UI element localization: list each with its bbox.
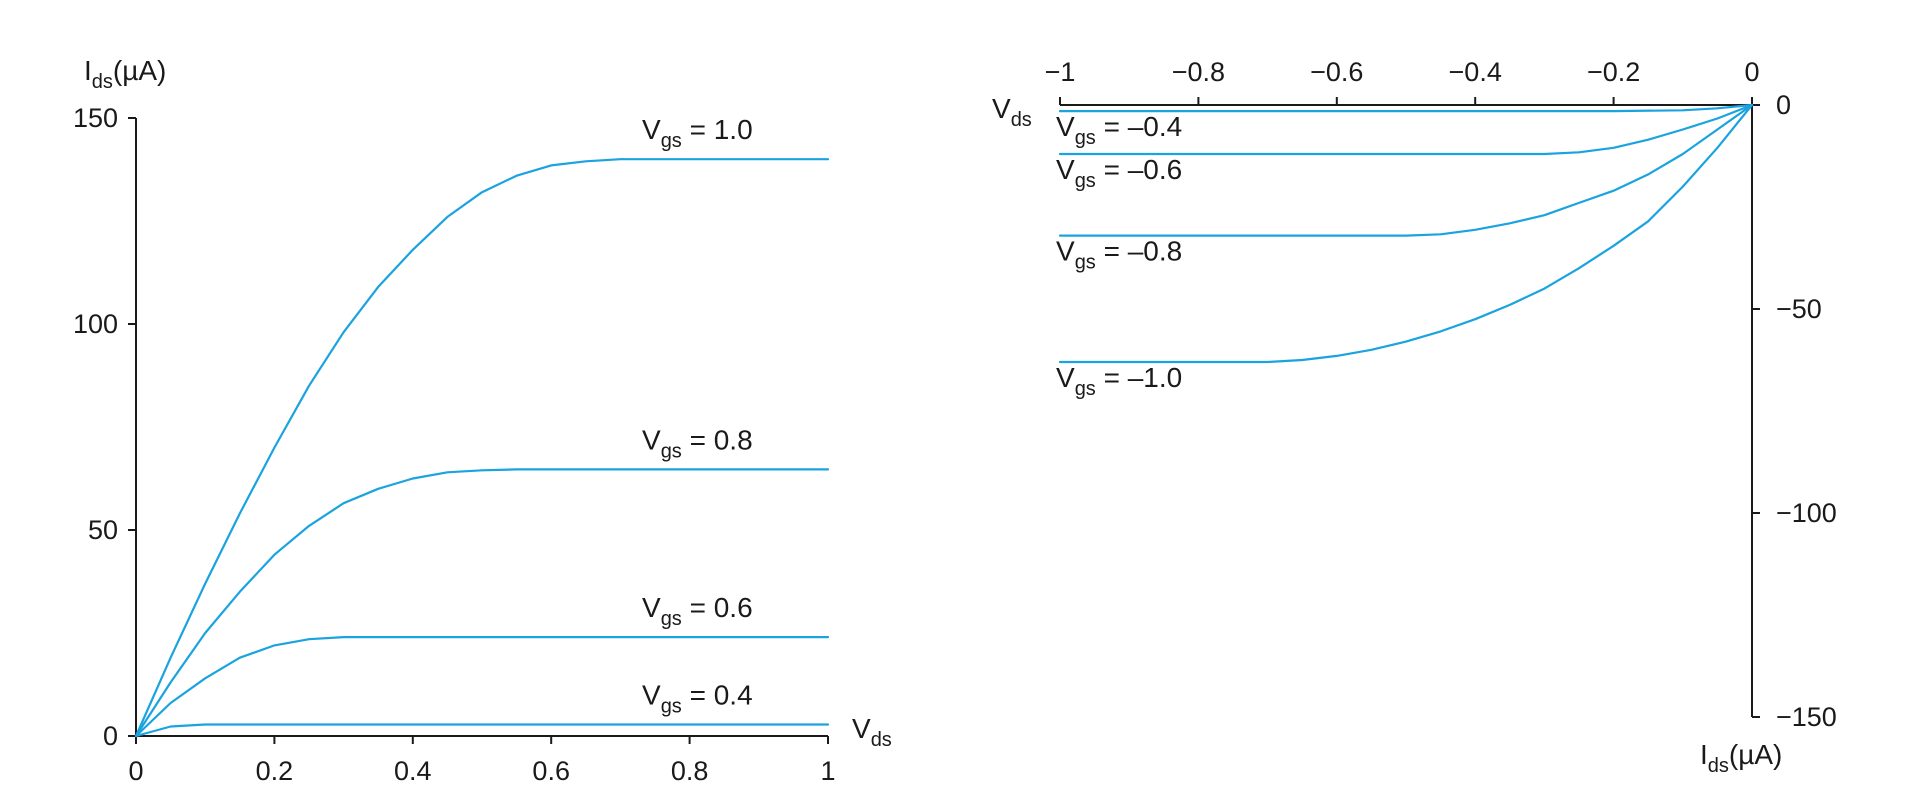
series-label-sub: gs <box>1075 378 1096 400</box>
y-axis-title-main: I <box>1700 739 1708 770</box>
series-label-main: V <box>642 592 661 623</box>
x-tick-label: 0.6 <box>532 756 570 786</box>
series-label-main: V <box>1056 236 1075 267</box>
series-label-sub: gs <box>661 695 682 717</box>
y-axis-title: Ids(µA) <box>1700 739 1782 777</box>
x-tick-label: −0.4 <box>1449 57 1502 87</box>
series-label: Vgs = –0.6 <box>1056 154 1182 192</box>
series-label-rest: = 0.8 <box>682 424 753 455</box>
series-label-sub: gs <box>661 608 682 630</box>
series-label: Vgs = –0.8 <box>1056 236 1182 274</box>
x-tick-label: 0 <box>128 756 143 786</box>
pmos-iv-plot: −1 −0.8 −0.6 −0.4 −0.2 00−50−100−150VdsIds(µA… <box>992 57 1837 777</box>
x-tick-label: −0.8 <box>1172 57 1225 87</box>
x-axis-title-main: V <box>852 713 871 744</box>
series-label: Vgs = 0.6 <box>642 592 753 630</box>
series-line <box>1058 103 1754 156</box>
series-line <box>134 723 830 738</box>
series-label-sub: gs <box>661 130 682 152</box>
series-label-rest: = 0.4 <box>682 679 753 710</box>
series-label: Vgs = 1.0 <box>642 114 753 152</box>
series-label-rest: = –1.0 <box>1096 362 1182 393</box>
series-label-sub: gs <box>1075 127 1096 149</box>
x-axis-title: Vds <box>852 713 892 751</box>
series-line <box>1058 103 1754 113</box>
x-tick-label: 0.2 <box>256 756 294 786</box>
series-label-main: V <box>1056 111 1075 142</box>
series-label-rest: = 0.6 <box>682 592 753 623</box>
series-label-main: V <box>642 679 661 710</box>
y-axis-title-sub: ds <box>92 71 113 93</box>
x-tick-label: −0.2 <box>1587 57 1640 87</box>
series-line <box>134 468 830 738</box>
series-label: Vgs = –1.0 <box>1056 362 1182 400</box>
y-axis-title-main: I <box>84 55 92 86</box>
y-tick-label: 0 <box>103 721 118 751</box>
y-tick-label: 0 <box>1776 90 1791 120</box>
y-axis-title-rest: (µA) <box>113 55 166 86</box>
series-label-rest: = –0.6 <box>1096 154 1182 185</box>
series-label-main: V <box>642 114 661 145</box>
series-line <box>134 158 830 738</box>
series-label-main: V <box>642 424 661 455</box>
series-label: Vgs = 0.4 <box>642 679 753 717</box>
series-label-main: V <box>1056 154 1075 185</box>
x-tick-label: 1 <box>820 756 835 786</box>
series-label-sub: gs <box>1075 252 1096 274</box>
series-line <box>1058 103 1754 364</box>
x-tick-label: −0.6 <box>1310 57 1363 87</box>
series-label-rest: = –0.4 <box>1096 111 1182 142</box>
series-label-sub: gs <box>1075 170 1096 192</box>
x-axis-title: Vds <box>992 93 1032 131</box>
x-tick-label: 0.8 <box>671 756 709 786</box>
series-label: Vgs = 0.8 <box>642 424 753 462</box>
y-axis-title-rest: (µA) <box>1729 739 1782 770</box>
y-tick-label: −100 <box>1776 498 1837 528</box>
series-label-sub: gs <box>661 440 682 462</box>
series-label-rest: = –0.8 <box>1096 236 1182 267</box>
series-line <box>1058 103 1754 237</box>
series-label: Vgs = –0.4 <box>1056 111 1182 149</box>
x-tick-label: 0 <box>1744 57 1759 87</box>
y-tick-label: 100 <box>73 309 118 339</box>
y-tick-label: 150 <box>73 103 118 133</box>
x-axis-title-sub: ds <box>871 729 892 751</box>
x-axis-title-sub: ds <box>1011 109 1032 131</box>
y-tick-label: 50 <box>88 515 118 545</box>
x-tick-label: −1 <box>1045 57 1076 87</box>
y-tick-label: −150 <box>1776 702 1837 732</box>
series-line <box>134 635 830 738</box>
series-label-rest: = 1.0 <box>682 114 753 145</box>
y-tick-label: −50 <box>1776 294 1822 324</box>
series-label-main: V <box>1056 362 1075 393</box>
x-axis-title-main: V <box>992 93 1011 124</box>
y-axis-title: Ids(µA) <box>84 55 166 93</box>
y-axis-title-sub: ds <box>1708 755 1729 777</box>
x-tick-label: 0.4 <box>394 756 432 786</box>
